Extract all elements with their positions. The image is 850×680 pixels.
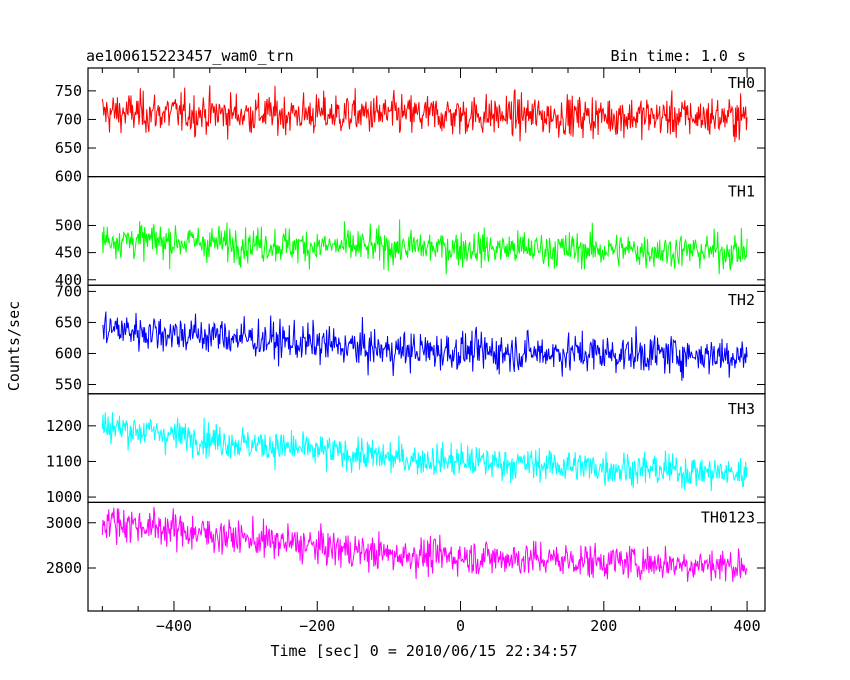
y-tick-label: 700 (55, 110, 82, 128)
y-tick-label: 600 (55, 344, 82, 362)
x-axis: −400 −200 0 200 400 (101, 68, 761, 635)
panel-frame (87, 284, 766, 395)
panel-frame (87, 501, 766, 612)
panels-group: 600 650 700 750 TH0 400 450 500 TH1 550 600 650 700 T… (46, 67, 766, 612)
panel-th0: 600 650 700 750 TH0 (55, 67, 766, 186)
y-tick-label: 700 (55, 282, 82, 300)
panel-frame (87, 393, 766, 503)
y-tick-label: 550 (55, 375, 82, 393)
panel-th3: 1000 1100 1200 TH3 (46, 393, 766, 506)
y-tick-label: 1000 (46, 488, 82, 506)
y-tick-label: 400 (55, 271, 82, 289)
series-line-th2 (102, 311, 748, 381)
y-axis-label: Counts/sec (5, 301, 23, 391)
y-tick-label: 650 (55, 313, 82, 331)
y-tick-label: 1100 (46, 452, 82, 470)
y-tick-label: 450 (55, 244, 82, 262)
figure-title: ae100615223457_wam0_trn (86, 47, 294, 65)
y-tick-label: 500 (55, 216, 82, 234)
panel-name-label: TH3 (728, 400, 755, 418)
series-line-th3 (101, 412, 748, 492)
x-tick-label: −200 (299, 617, 335, 635)
y-tick-label: 650 (55, 139, 82, 157)
y-tick-label: 2800 (46, 559, 82, 577)
panel-name-label: TH2 (728, 291, 755, 309)
series-line-th0123 (101, 507, 748, 583)
panel-th0123: 2800 3000 TH0123 (46, 501, 766, 612)
x-tick-label: 400 (734, 617, 761, 635)
series-line-th1 (101, 219, 748, 275)
y-tick-label: 3000 (46, 514, 82, 532)
panel-name-label: TH1 (728, 183, 755, 201)
y-tick-label: 750 (55, 82, 82, 100)
x-tick-label: 200 (590, 617, 617, 635)
y-tick-label: 600 (55, 168, 82, 186)
x-tick-label: 0 (456, 617, 465, 635)
x-axis-label: Time [sec] 0 = 2010/06/15 22:34:57 (270, 642, 577, 660)
series-line-th0 (101, 85, 748, 143)
bin-time-label: Bin time: 1.0 s (611, 47, 746, 65)
y-tick-label: 1200 (46, 417, 82, 435)
x-tick-label: −400 (156, 617, 192, 635)
panel-th2: 550 600 650 700 TH2 (55, 282, 766, 395)
panel-name-label: TH0123 (701, 508, 755, 526)
panel-frame (87, 67, 766, 178)
panel-th1: 400 450 500 TH1 (55, 176, 766, 289)
panel-name-label: TH0 (728, 74, 755, 92)
